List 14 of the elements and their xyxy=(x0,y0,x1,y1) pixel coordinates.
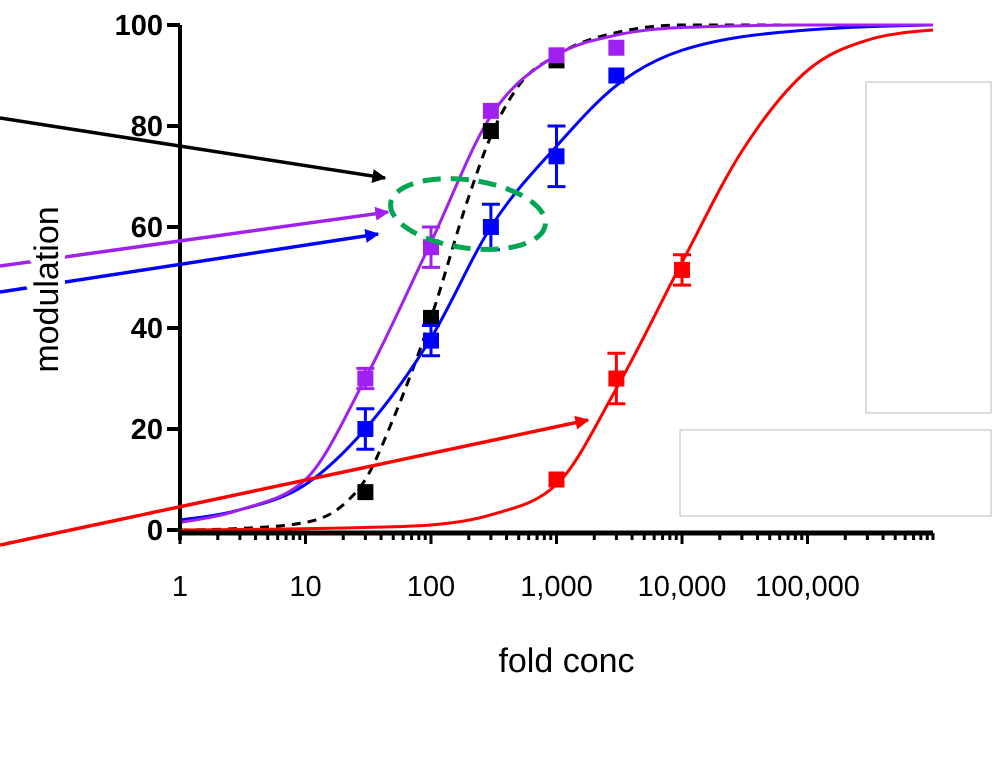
x-tick-label: 10 xyxy=(289,571,322,603)
y-axis-title: modulation xyxy=(28,206,66,373)
y-tick-label: 60 xyxy=(130,212,163,244)
x-tick-label: 1 xyxy=(172,571,188,603)
y-tick-label: 100 xyxy=(114,10,163,42)
x-tick-label: 10,000 xyxy=(638,571,726,603)
x-tick-label: 100 xyxy=(406,571,456,603)
x-axis-title: fold conc xyxy=(498,642,635,680)
y-tick-label: 20 xyxy=(130,414,163,446)
x-tick-label: 100,000 xyxy=(755,571,860,603)
y-tick-label: 80 xyxy=(130,111,163,144)
y-tick-label: 40 xyxy=(130,313,163,346)
x-tick-label: 1,000 xyxy=(520,571,593,603)
y-tick-label: 0 xyxy=(146,515,163,548)
